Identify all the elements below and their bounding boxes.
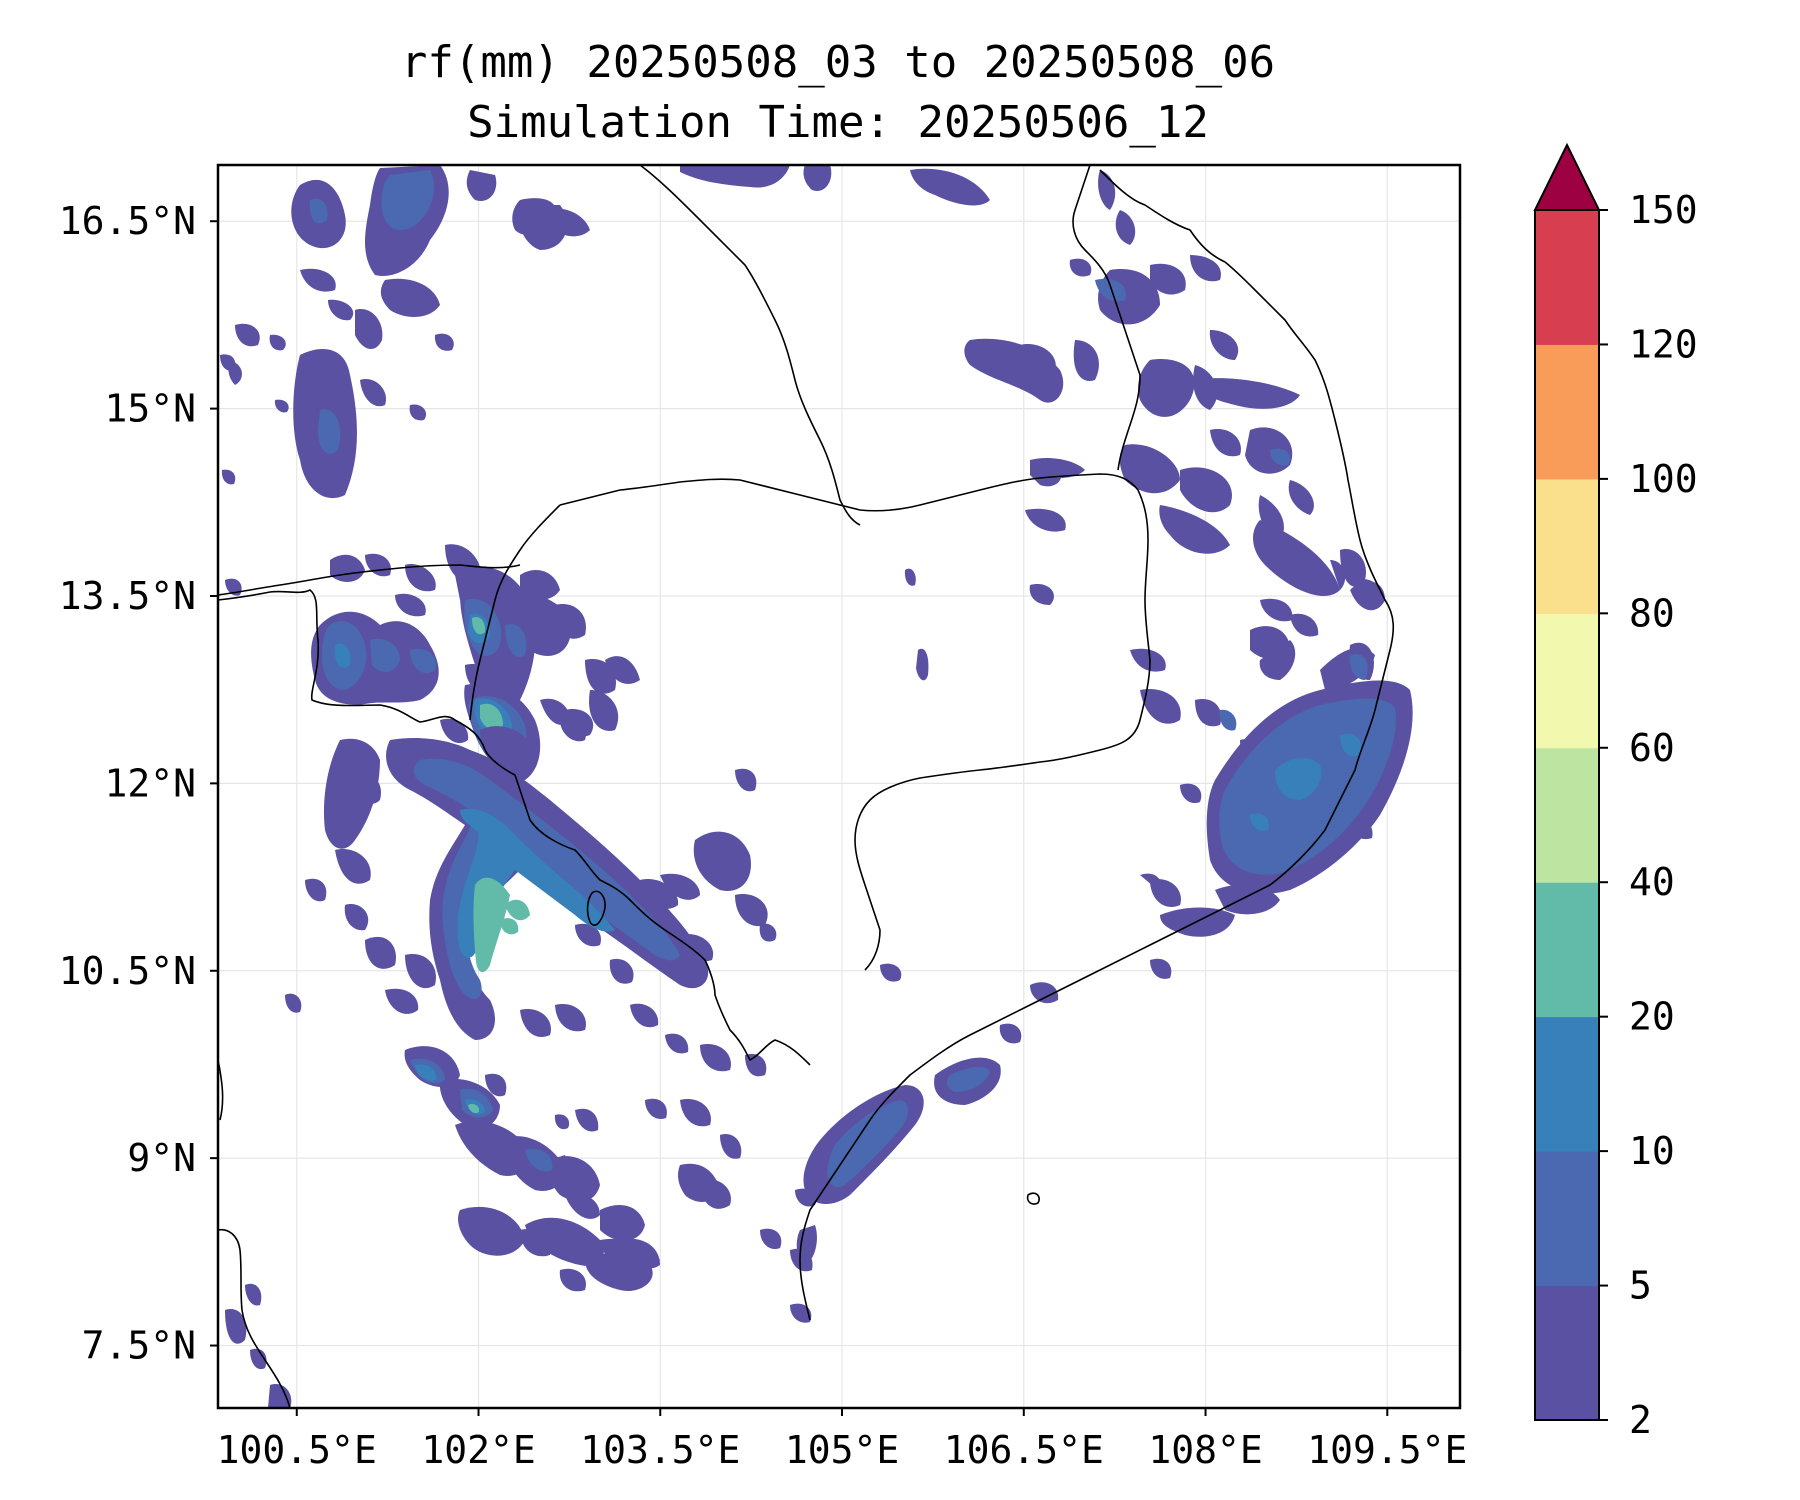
thailand-laos-border <box>639 165 861 526</box>
rain-level-2-5 <box>228 165 1346 605</box>
rain-camau-5-10 <box>827 1066 990 1188</box>
y-axis-ticks: 16.5°N 15°N 13.5°N 12°N 10.5°N 9°N 7.5°N <box>59 199 218 1368</box>
vietnam-east-coastline <box>799 169 1395 1321</box>
colorbar-tick-label: 10 <box>1629 1129 1675 1173</box>
y-tick-label: 9°N <box>127 1136 196 1180</box>
map-frame <box>216 163 1462 1410</box>
colorbar-segment <box>1535 882 1599 1018</box>
colorbar-segment <box>1535 478 1599 614</box>
y-tick-label: 15°N <box>104 387 196 431</box>
colorbar-segment <box>1535 344 1599 480</box>
colorbar-tick-label: 150 <box>1629 188 1698 232</box>
colorbar-segment <box>1535 1285 1599 1421</box>
x-tick-label: 100.5°E <box>217 1428 377 1472</box>
rain-scattered-cells <box>220 354 929 1408</box>
colorbar-segment <box>1535 210 1599 345</box>
colorbar-tick-label: 20 <box>1629 995 1675 1039</box>
rainfall-layer <box>220 165 1413 1408</box>
rain-west-coast-20-40 <box>472 616 486 635</box>
thailand-cambodia-border <box>218 564 521 596</box>
chart-title-line2: Simulation Time: 20250506_12 <box>467 97 1209 148</box>
chart-title-line1: rf(mm) 20250508_03 to 20250508_06 <box>401 37 1275 88</box>
colorbar-tick-label: 80 <box>1629 591 1675 635</box>
colorbar-segment <box>1535 1016 1599 1152</box>
thailand-cambodia-coastline <box>218 589 811 1066</box>
thailand-peninsula-coastline <box>218 1228 291 1408</box>
x-tick-label: 105°E <box>785 1428 899 1472</box>
colorbar-extend-arrow <box>1533 142 1601 211</box>
x-axis-ticks: 100.5°E 102°E 103.5°E 105°E 106.5°E 108°E 109.… <box>217 1408 1467 1472</box>
colorbar-tick-label: 40 <box>1629 860 1675 904</box>
rain-cambodia-coast-20-40 <box>480 703 503 731</box>
x-tick-label: 103.5°E <box>580 1428 740 1472</box>
colorbar-segment <box>1535 747 1599 883</box>
x-tick-label: 106.5°E <box>944 1428 1104 1472</box>
y-tick-label: 16.5°N <box>59 199 196 243</box>
colorbar-tick-label: 2 <box>1629 1398 1652 1442</box>
map-panel: 100.5°E 102°E 103.5°E 105°E 106.5°E 108°E 109.… <box>59 163 1467 1472</box>
laos-vietnam-border <box>1072 165 1141 471</box>
con-dao-island <box>1026 1192 1040 1205</box>
colorbar: 2 5 10 20 40 60 80 100 120 150 <box>1533 142 1698 1442</box>
colorbar-segment <box>1535 613 1599 749</box>
cambodia-west-border <box>469 504 561 721</box>
colorbar-segment <box>1535 1151 1599 1287</box>
colorbar-tick-label: 120 <box>1629 322 1698 366</box>
rain-vietnam-coast-10-20 <box>1250 733 1362 832</box>
colorbar-tick-label: 100 <box>1629 457 1698 501</box>
y-tick-label: 7.5°N <box>82 1324 196 1368</box>
colorbar-frame <box>1534 209 1600 1421</box>
coastlines-and-borders <box>218 165 1395 1408</box>
colorbar-tick-label: 60 <box>1629 726 1675 770</box>
rain-level-5-10 <box>309 170 1291 466</box>
x-tick-label: 102°E <box>421 1428 535 1472</box>
colorbar-tick-label: 5 <box>1629 1264 1652 1308</box>
x-tick-label: 109.5°E <box>1307 1428 1467 1472</box>
x-tick-label: 108°E <box>1148 1428 1262 1472</box>
phu-quoc-island <box>586 890 606 926</box>
y-tick-label: 13.5°N <box>59 574 196 618</box>
rain-gulf-20-40 <box>468 877 530 1114</box>
cambodia-border <box>559 473 1151 971</box>
y-tick-label: 12°N <box>104 761 196 805</box>
y-tick-label: 10.5°N <box>59 949 196 993</box>
